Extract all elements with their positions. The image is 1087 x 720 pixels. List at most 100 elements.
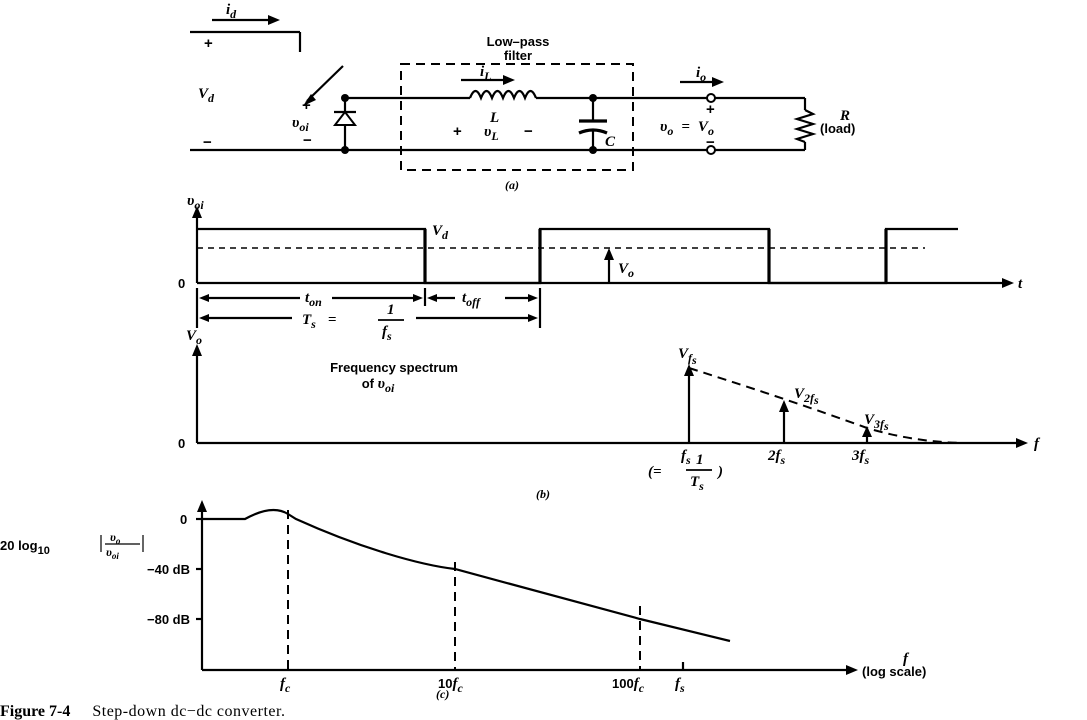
label-ton: ton [305,290,322,309]
ts-fraction-denominator: fs [382,324,392,343]
low-pass-filter-box [400,63,634,171]
label-vd: Vd [198,86,215,105]
tick-label-3fs: 3fs [851,448,870,467]
tick-100fc: 100fc [612,676,645,695]
vl-plus-sign: + [453,123,462,140]
harmonic-arrowhead [862,426,872,437]
bode-x-arrowhead [846,665,858,675]
fs-equals-numerator: 1 [696,452,704,468]
tick-label-fs: fs [681,448,691,467]
label-L: L [489,110,499,126]
spectrum-y-label: Vo [186,328,202,347]
square-wave [197,227,958,285]
spectrum-envelope [688,367,979,445]
harmonic-arrowhead [779,400,789,412]
bode-y-label-num: υo [110,530,121,546]
label-v3fs: V3fs [864,412,889,433]
dim-arrowhead [427,294,437,302]
io-arrowhead [712,77,724,87]
label-C: C [605,134,616,150]
output-terminal [706,93,716,103]
sub-caption-b: (b) [536,487,550,501]
waveform-zero-label: 0 [178,276,185,291]
waveform-x-arrowhead [1002,278,1014,288]
bode-plot: 0 −40 dB −80 dB 20 log10 υo υoi fc 10fc … [0,500,926,701]
dim-arrowhead [199,314,209,322]
fs-equals-denominator: Ts [690,474,704,493]
figure-caption: Figure 7-4 Step-down dc−dc converter. [0,703,285,720]
spectrum-y-arrowhead [192,344,202,356]
vo-arrowhead [604,248,614,260]
source-minus-sign: − [203,134,212,151]
id-arrowhead [268,15,280,25]
tick-label-2fs: 2fs [767,448,786,467]
il-arrowhead [503,75,515,85]
bode-y-arrowhead [197,500,207,512]
load-resistor [793,109,817,144]
label-toff: toff [462,290,481,309]
label-ts: Ts = [302,312,336,331]
spectrum-zero-label: 0 [178,436,185,451]
spectrum-title-line2: of υoi [362,376,395,395]
label-v2fs: V2fs [794,386,819,407]
label-il: iL [480,64,492,83]
waveform-x-label: t [1018,276,1023,292]
inductor-coil [468,89,538,102]
dim-arrowhead [413,294,423,302]
filter-title: Low–pass [487,34,550,49]
label-load: (load) [820,121,855,136]
waveform-y-arrowhead [192,206,202,218]
bode-y-label-den: υoi [106,545,119,561]
node-dot [589,94,597,102]
voi-plus-sign: + [302,97,311,114]
bode-x-label: f [903,651,910,667]
magnitude-response-curve [202,508,731,643]
label-R: R [839,108,850,124]
fs-equals-close: ) [716,464,723,480]
node-dot [341,146,349,154]
tick-fc: fc [280,676,291,695]
dim-arrowhead [528,294,538,302]
spectrum-title: Frequency spectrum [330,360,458,375]
voi-minus-sign: − [303,132,312,149]
label-id: id [226,2,237,21]
dim-arrowhead [199,294,209,302]
label-vl: υL [484,124,499,143]
node-dot [341,94,349,102]
tick-10fc: 10fc [438,676,463,695]
ts-fraction-numerator: 1 [387,302,395,318]
tick-0db: 0 [180,512,187,527]
fs-equals-open: (= [648,464,662,480]
circuit-diagram: id + Vd − + υoi − Low–pass filter iL L +… [190,2,855,192]
source-plus-sign: + [204,35,213,52]
switch-blade [306,65,344,102]
label-vd-level: Vd [432,223,449,242]
bode-y-label: 20 log10 [0,538,50,557]
dim-arrowhead [528,314,538,322]
vl-minus-sign: − [524,123,533,140]
vo-minus-sign: − [706,134,715,151]
label-io: io [696,65,706,84]
tick-minus80db: −80 dB [147,612,190,627]
label-vfs: Vfs [678,346,697,367]
harmonic-arrowhead [684,364,694,376]
switch-arrowhead [303,94,316,106]
waveform-y-label: υoi [187,193,204,212]
vo-plus-sign: + [706,101,715,118]
tick-minus40db: −40 dB [147,562,190,577]
sub-caption-a: (a) [505,178,519,192]
switching-waveform: υoi 0 t Vd Vo ton toff Ts = 1 [178,193,1023,343]
label-vo-average: Vo [618,261,634,280]
diode-symbol [332,110,358,126]
label-voi: υoi [292,115,309,134]
output-terminal [706,145,716,155]
spectrum-x-label: f [1034,436,1041,452]
spectrum-x-arrowhead [1016,438,1028,448]
frequency-spectrum: Vo 0 f Frequency spectrum of υoi Vfs V2f… [178,328,1041,501]
sub-caption-c: (c) [436,687,449,701]
filter-title-line2: filter [504,48,532,63]
bode-x-scale-label: (log scale) [862,664,926,679]
node-dot [589,146,597,154]
label-vo: υo = Vo [660,119,714,138]
